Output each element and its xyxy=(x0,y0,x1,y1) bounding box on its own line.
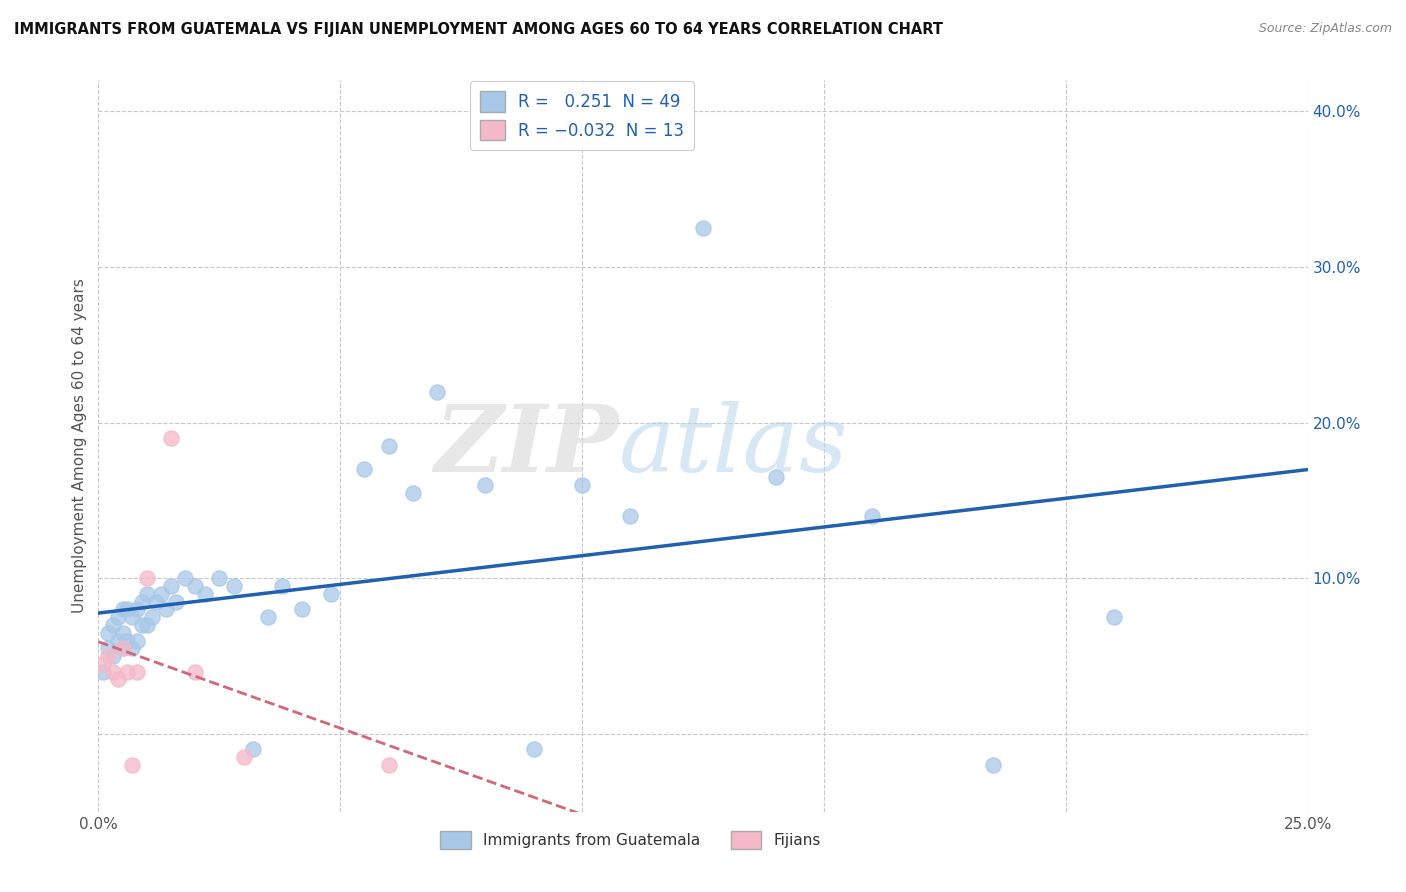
Point xyxy=(160,431,183,445)
Point xyxy=(107,633,129,648)
Point xyxy=(101,665,124,679)
Point xyxy=(426,384,449,399)
Point xyxy=(97,625,120,640)
Point xyxy=(571,478,593,492)
Text: IMMIGRANTS FROM GUATEMALA VS FIJIAN UNEMPLOYMENT AMONG AGES 60 TO 64 YEARS CORRE: IMMIGRANTS FROM GUATEMALA VS FIJIAN UNEM… xyxy=(14,22,943,37)
Point xyxy=(111,625,134,640)
Point xyxy=(111,602,134,616)
Point xyxy=(121,758,143,772)
Y-axis label: Unemployment Among Ages 60 to 64 years: Unemployment Among Ages 60 to 64 years xyxy=(72,278,87,614)
Point xyxy=(194,587,217,601)
Point xyxy=(523,742,546,756)
Point xyxy=(184,579,207,593)
Point xyxy=(111,641,134,656)
Point xyxy=(121,641,143,656)
Point xyxy=(127,665,149,679)
Point xyxy=(184,665,207,679)
Point xyxy=(271,579,294,593)
Point xyxy=(155,602,177,616)
Legend: Immigrants from Guatemala, Fijians: Immigrants from Guatemala, Fijians xyxy=(434,824,827,855)
Point xyxy=(117,602,139,616)
Point xyxy=(353,462,375,476)
Point xyxy=(150,587,173,601)
Point xyxy=(135,587,157,601)
Point xyxy=(145,594,167,608)
Point xyxy=(127,633,149,648)
Point xyxy=(208,571,231,585)
Point xyxy=(222,579,245,593)
Point xyxy=(135,571,157,585)
Point xyxy=(692,221,714,235)
Point xyxy=(131,618,153,632)
Point xyxy=(319,587,342,601)
Point xyxy=(474,478,496,492)
Point xyxy=(107,610,129,624)
Point xyxy=(402,485,425,500)
Point xyxy=(377,439,399,453)
Point xyxy=(135,618,157,632)
Point xyxy=(111,641,134,656)
Point xyxy=(619,509,641,524)
Point xyxy=(232,750,254,764)
Point xyxy=(101,618,124,632)
Point xyxy=(765,470,787,484)
Text: atlas: atlas xyxy=(619,401,848,491)
Point xyxy=(1102,610,1125,624)
Point xyxy=(97,649,120,664)
Point xyxy=(91,657,114,671)
Point xyxy=(131,594,153,608)
Point xyxy=(117,665,139,679)
Point xyxy=(107,673,129,687)
Point xyxy=(290,602,312,616)
Point xyxy=(860,509,883,524)
Point xyxy=(981,758,1004,772)
Point xyxy=(160,579,183,593)
Text: ZIP: ZIP xyxy=(434,401,619,491)
Point xyxy=(101,649,124,664)
Point xyxy=(174,571,197,585)
Text: Source: ZipAtlas.com: Source: ZipAtlas.com xyxy=(1258,22,1392,36)
Point xyxy=(256,610,278,624)
Point xyxy=(117,633,139,648)
Point xyxy=(165,594,187,608)
Point xyxy=(377,758,399,772)
Point xyxy=(141,610,163,624)
Point xyxy=(127,602,149,616)
Point xyxy=(242,742,264,756)
Point xyxy=(121,610,143,624)
Point xyxy=(97,641,120,656)
Point xyxy=(91,665,114,679)
